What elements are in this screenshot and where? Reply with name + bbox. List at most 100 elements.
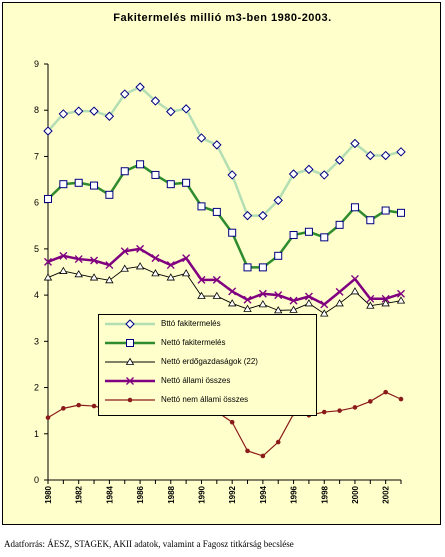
data-point [274, 251, 283, 260]
data-point [398, 396, 404, 402]
legend-item: Nettó erdőgazdaságok (22) [99, 355, 316, 369]
legend-item: Nettó nem állami összes [99, 393, 316, 407]
data-point [61, 406, 66, 411]
data-point [227, 170, 237, 180]
legend-marker [126, 339, 134, 347]
legend-item: Bttó fakitermelés [99, 317, 316, 331]
data-point [274, 306, 283, 314]
data-point [335, 287, 344, 296]
legend-marker [125, 357, 135, 365]
legend-swatch [105, 377, 155, 385]
y-tick-label: 0 [34, 475, 39, 485]
x-tick-label: 1988 [167, 485, 176, 503]
data-point [350, 274, 359, 283]
data-point [136, 160, 145, 169]
y-tick-label: 2 [34, 383, 39, 393]
data-point [166, 106, 176, 117]
data-point [228, 228, 237, 237]
data-point [76, 402, 81, 408]
data-point [181, 269, 191, 277]
x-tick-label: 2000 [351, 485, 360, 503]
data-point [381, 299, 390, 307]
data-point [182, 254, 191, 263]
data-point [74, 270, 83, 278]
data-point [289, 296, 298, 305]
data-point [59, 266, 68, 274]
y-tick-label: 8 [34, 105, 39, 115]
source-note: Adatforrás: ÁESZ, STAGEK, AKII adatok, v… [4, 539, 294, 549]
data-point [166, 180, 175, 189]
data-point [320, 309, 329, 317]
legend-item: Nettó állami összes [99, 374, 316, 388]
data-point [151, 269, 160, 277]
data-point [197, 291, 206, 299]
series-1 [43, 82, 406, 221]
data-point [227, 299, 237, 307]
data-point [228, 287, 237, 296]
legend-swatch [105, 319, 155, 329]
data-point [150, 96, 161, 106]
x-tick-label: 1986 [136, 485, 145, 503]
legend-label: Nettó nem állami összes [161, 395, 249, 404]
data-point [380, 150, 391, 161]
data-point [304, 292, 313, 301]
data-point [105, 276, 114, 284]
data-point [43, 126, 53, 136]
data-point [135, 262, 145, 270]
data-point [105, 190, 114, 199]
data-point [350, 203, 359, 212]
data-point [58, 109, 69, 119]
data-point [273, 195, 283, 206]
x-tick-label: 1980 [44, 485, 53, 503]
legend-label: Nettó állami összes [161, 376, 231, 385]
series-line [47, 266, 402, 315]
y-tick-label: 4 [34, 290, 39, 300]
data-point [166, 261, 175, 270]
data-point [136, 244, 145, 253]
data-point [135, 82, 145, 92]
data-point [381, 206, 390, 215]
data-point [289, 231, 298, 240]
series-4 [44, 244, 405, 309]
data-point [365, 150, 376, 161]
data-point [258, 263, 267, 272]
data-point [243, 304, 252, 312]
legend-swatch [105, 397, 155, 403]
data-point [366, 294, 375, 303]
data-point [320, 233, 329, 242]
data-point [275, 439, 281, 445]
data-point [151, 170, 160, 179]
y-tick-label: 5 [34, 244, 39, 254]
data-point [182, 178, 191, 187]
data-point [74, 178, 83, 187]
chart-legend: Bttó fakitermelés Nettó fakitermelés Nettó… [98, 314, 317, 416]
data-point [350, 287, 360, 295]
data-point [120, 167, 129, 176]
x-tick-label: 1996 [290, 485, 299, 503]
data-point [166, 273, 175, 281]
data-point [320, 300, 329, 309]
data-point [73, 106, 84, 116]
data-point [89, 273, 99, 281]
data-point [45, 415, 51, 420]
data-point [243, 263, 252, 272]
legend-swatch [105, 339, 155, 347]
data-point [90, 181, 99, 190]
legend-label: Nettó erdőgazdaságok (22) [161, 357, 258, 366]
data-point [90, 256, 99, 265]
y-tick-label: 6 [34, 198, 39, 208]
legend-marker [125, 319, 135, 329]
data-point [243, 295, 252, 304]
data-point [245, 448, 250, 454]
data-point [258, 289, 267, 298]
legend-label: Bttó fakitermelés [161, 319, 221, 328]
data-point [197, 275, 206, 284]
legend-label: Nettó fakitermelés [161, 338, 226, 347]
data-point [319, 170, 329, 180]
legend-item: Nettó fakitermelés [99, 336, 316, 350]
data-point [304, 164, 314, 175]
data-point [120, 89, 130, 99]
data-point [91, 403, 97, 409]
data-point [396, 147, 406, 157]
